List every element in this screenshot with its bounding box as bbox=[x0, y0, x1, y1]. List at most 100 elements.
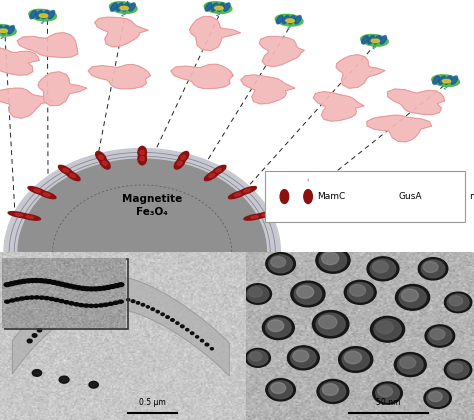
Ellipse shape bbox=[445, 292, 472, 312]
Ellipse shape bbox=[84, 287, 90, 291]
Ellipse shape bbox=[92, 287, 99, 291]
Ellipse shape bbox=[89, 381, 98, 388]
Ellipse shape bbox=[34, 278, 40, 282]
Ellipse shape bbox=[345, 351, 362, 364]
Ellipse shape bbox=[312, 310, 349, 338]
Ellipse shape bbox=[67, 284, 73, 288]
Ellipse shape bbox=[293, 350, 309, 362]
Ellipse shape bbox=[25, 279, 31, 283]
Ellipse shape bbox=[109, 285, 116, 289]
Ellipse shape bbox=[211, 3, 218, 11]
Ellipse shape bbox=[146, 306, 149, 308]
Ellipse shape bbox=[118, 300, 123, 303]
Ellipse shape bbox=[370, 259, 396, 278]
Ellipse shape bbox=[48, 10, 55, 19]
Ellipse shape bbox=[247, 286, 269, 302]
Ellipse shape bbox=[63, 283, 69, 287]
Ellipse shape bbox=[93, 304, 99, 307]
Ellipse shape bbox=[425, 325, 455, 347]
Ellipse shape bbox=[317, 379, 349, 404]
Ellipse shape bbox=[97, 287, 103, 291]
Ellipse shape bbox=[116, 296, 120, 299]
Ellipse shape bbox=[449, 296, 463, 306]
Polygon shape bbox=[0, 88, 54, 118]
Ellipse shape bbox=[191, 332, 194, 334]
Ellipse shape bbox=[111, 295, 116, 299]
Ellipse shape bbox=[316, 247, 350, 273]
Ellipse shape bbox=[30, 10, 36, 19]
Ellipse shape bbox=[32, 334, 37, 337]
Ellipse shape bbox=[37, 329, 42, 332]
Ellipse shape bbox=[69, 302, 74, 305]
Ellipse shape bbox=[178, 152, 189, 163]
Ellipse shape bbox=[108, 302, 113, 305]
Ellipse shape bbox=[54, 298, 59, 302]
Ellipse shape bbox=[57, 312, 62, 315]
Ellipse shape bbox=[80, 286, 86, 290]
Ellipse shape bbox=[291, 348, 316, 368]
Ellipse shape bbox=[218, 3, 224, 11]
Ellipse shape bbox=[65, 171, 80, 181]
Ellipse shape bbox=[286, 19, 294, 22]
Ellipse shape bbox=[430, 329, 445, 340]
Ellipse shape bbox=[395, 284, 429, 310]
Ellipse shape bbox=[268, 320, 284, 332]
Ellipse shape bbox=[304, 189, 312, 203]
Ellipse shape bbox=[428, 391, 442, 402]
FancyBboxPatch shape bbox=[265, 171, 465, 222]
Ellipse shape bbox=[373, 382, 402, 404]
Polygon shape bbox=[171, 64, 233, 89]
Ellipse shape bbox=[176, 322, 179, 324]
Ellipse shape bbox=[250, 352, 262, 361]
Ellipse shape bbox=[105, 286, 111, 289]
Ellipse shape bbox=[442, 79, 451, 83]
Ellipse shape bbox=[100, 158, 110, 169]
Ellipse shape bbox=[9, 299, 15, 302]
Ellipse shape bbox=[181, 325, 184, 328]
Ellipse shape bbox=[64, 301, 69, 304]
Ellipse shape bbox=[418, 257, 448, 280]
Polygon shape bbox=[241, 75, 295, 104]
Ellipse shape bbox=[19, 297, 25, 300]
Ellipse shape bbox=[271, 257, 286, 268]
Ellipse shape bbox=[140, 157, 144, 161]
Ellipse shape bbox=[451, 76, 457, 84]
Ellipse shape bbox=[63, 168, 69, 172]
Text: GusA: GusA bbox=[398, 192, 422, 201]
Ellipse shape bbox=[266, 252, 295, 275]
Ellipse shape bbox=[21, 279, 27, 283]
Ellipse shape bbox=[449, 363, 463, 373]
Ellipse shape bbox=[266, 378, 295, 401]
Ellipse shape bbox=[58, 165, 73, 176]
Polygon shape bbox=[38, 72, 87, 106]
Ellipse shape bbox=[376, 384, 400, 402]
Ellipse shape bbox=[289, 16, 295, 24]
Ellipse shape bbox=[244, 284, 272, 304]
Ellipse shape bbox=[59, 282, 65, 286]
Ellipse shape bbox=[27, 339, 32, 343]
Ellipse shape bbox=[269, 255, 292, 273]
Ellipse shape bbox=[181, 155, 186, 159]
Ellipse shape bbox=[196, 336, 199, 338]
Ellipse shape bbox=[423, 262, 438, 273]
Ellipse shape bbox=[42, 279, 48, 283]
Ellipse shape bbox=[263, 315, 294, 340]
Ellipse shape bbox=[127, 299, 130, 301]
Ellipse shape bbox=[209, 174, 215, 177]
Ellipse shape bbox=[445, 360, 472, 380]
Ellipse shape bbox=[77, 300, 81, 304]
Ellipse shape bbox=[82, 299, 86, 302]
Ellipse shape bbox=[0, 26, 2, 34]
Ellipse shape bbox=[275, 14, 303, 26]
Ellipse shape bbox=[120, 6, 128, 10]
Ellipse shape bbox=[74, 303, 79, 306]
Ellipse shape bbox=[110, 3, 117, 11]
Ellipse shape bbox=[103, 303, 109, 306]
Ellipse shape bbox=[255, 212, 276, 218]
Ellipse shape bbox=[294, 284, 321, 304]
Ellipse shape bbox=[432, 75, 459, 87]
Ellipse shape bbox=[52, 315, 56, 318]
Ellipse shape bbox=[428, 327, 452, 345]
Ellipse shape bbox=[32, 370, 42, 376]
Polygon shape bbox=[388, 89, 445, 115]
